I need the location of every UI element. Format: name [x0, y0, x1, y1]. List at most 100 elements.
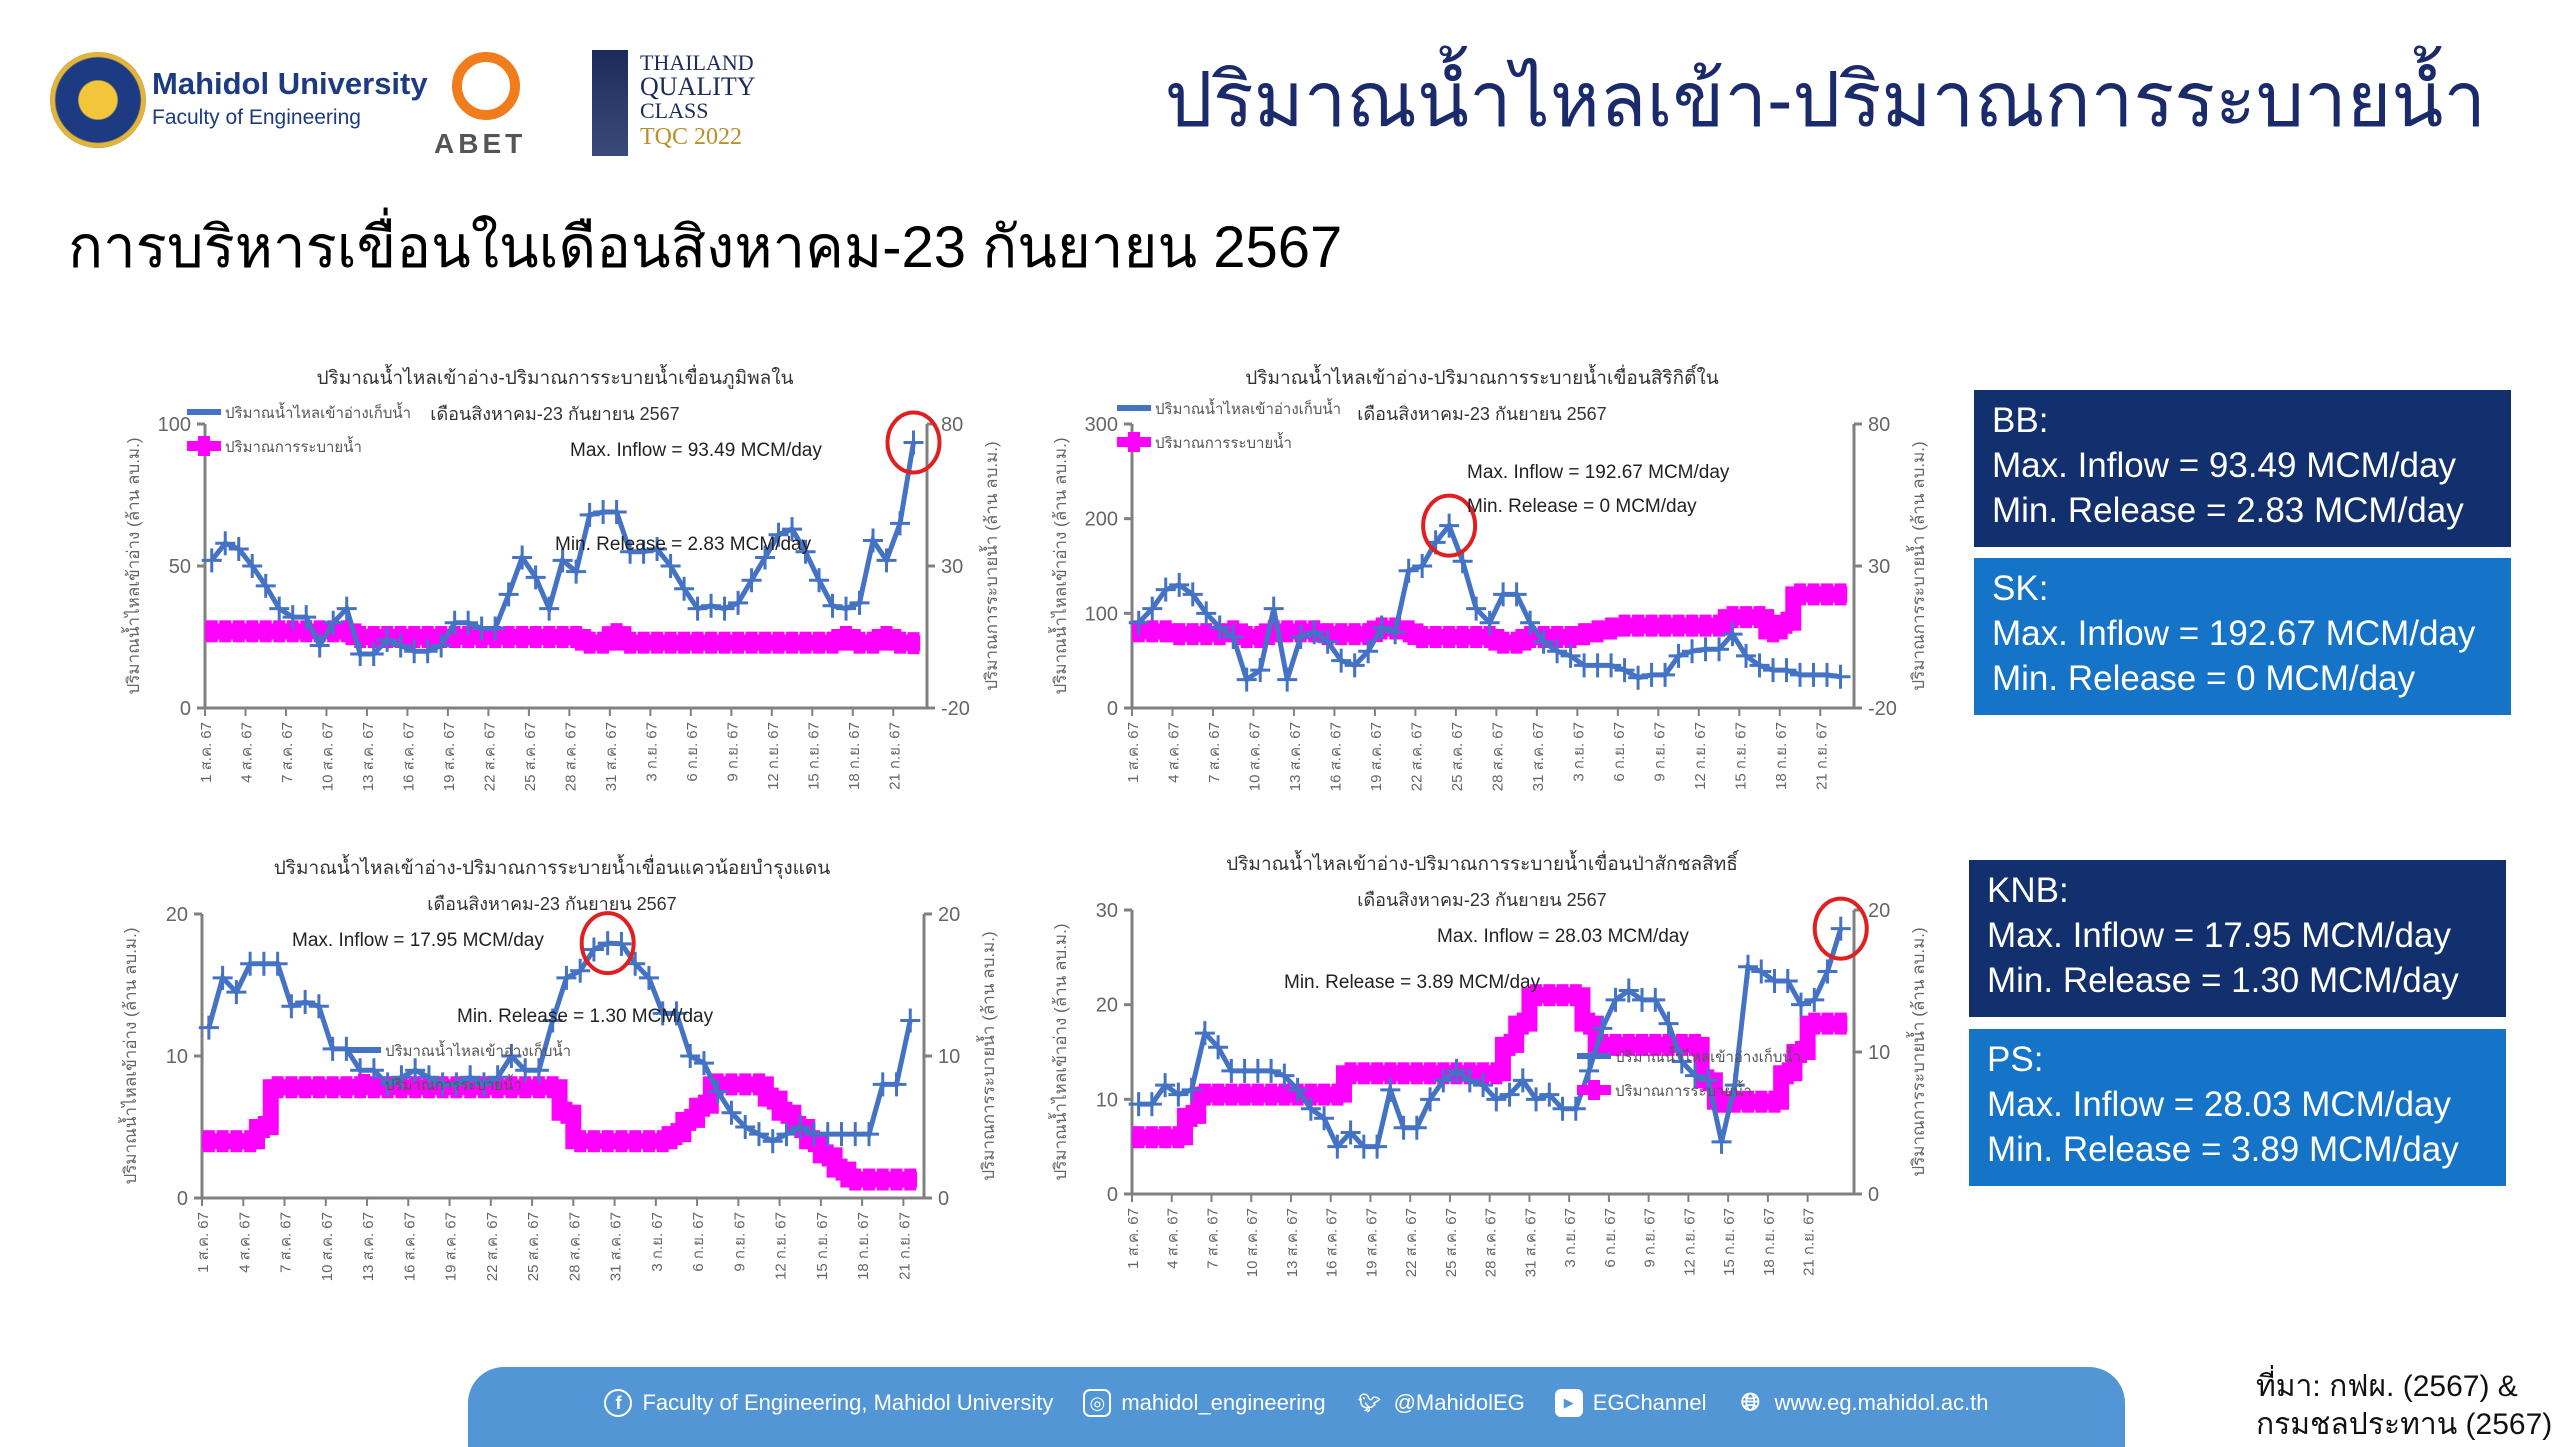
release-point: [1159, 1126, 1172, 1149]
release-point: [1569, 984, 1582, 1007]
release-point: [772, 631, 785, 654]
release-point: [1726, 606, 1739, 629]
inflow-point: [1668, 643, 1689, 668]
inflow-point: [1526, 1087, 1547, 1112]
release-point: [1659, 614, 1672, 637]
inflow-point: [1398, 558, 1419, 583]
inflow-point: [528, 1058, 549, 1083]
inflow-point: [660, 554, 681, 578]
release-point: [1768, 1090, 1781, 1113]
inflow-point: [728, 590, 749, 615]
release-point: [285, 1076, 298, 1099]
release-point: [678, 631, 691, 654]
chart-title: ปริมาณน้ำไหลเข้าอ่าง-ปริมาณการระบายน้ำเข…: [274, 854, 831, 880]
inflow-point: [1539, 1082, 1560, 1107]
inflow-point: [323, 610, 344, 635]
legend-release-marker: [1588, 1080, 1600, 1100]
chart-title: ปริมาณน้ำไหลเข้าอ่าง-ปริมาณการระบายน้ำเข…: [1226, 849, 1740, 875]
legend-release-label: ปริมาณการระบายน้ำ: [225, 436, 362, 456]
release-point: [1699, 614, 1712, 637]
release-point: [1357, 1062, 1370, 1085]
inflow-point: [1499, 1082, 1520, 1107]
website-label: www.eg.mahidol.ac.th: [1774, 1390, 1989, 1415]
facebook-icon: f: [604, 1389, 633, 1417]
release-point: [1543, 984, 1556, 1007]
x-tick-label: 18 ก.ย. 67: [846, 722, 863, 790]
chart-subtitle: เดือนสิงหาคม-23 กันยายน 2567: [427, 894, 676, 914]
inflow-point: [886, 1072, 907, 1097]
release-point: [642, 1130, 655, 1153]
release-point: [1304, 1083, 1317, 1106]
legend-inflow-label: ปริมาณน้ำไหลเข้าอ่างเก็บน้ำ: [1615, 1046, 1801, 1066]
release-point: [1689, 1033, 1702, 1056]
release-point: [1132, 1126, 1145, 1149]
release-point: [904, 1168, 917, 1191]
release-point: [1331, 1083, 1344, 1106]
min-release-annotation: Min. Release = 2.83 MCM/day: [555, 534, 812, 555]
release-point: [1172, 1126, 1185, 1149]
inflow-point: [1830, 664, 1851, 689]
page-title: ปริมาณน้ำไหลเข้า-ปริมาณการระบายน้ำ: [1164, 58, 2486, 143]
inflow-point: [1473, 1073, 1494, 1098]
release-point: [849, 1168, 862, 1191]
inflow-point: [768, 522, 789, 547]
x-tick-label: 25 ส.ค. 67: [1443, 1208, 1460, 1277]
release-point: [1780, 611, 1793, 634]
twitter-link[interactable]: 🐦︎ @MahidolEG: [1356, 1389, 1525, 1417]
inflow-point: [1671, 1049, 1692, 1074]
instagram-link[interactable]: ◎ mahidol_engineering: [1083, 1389, 1326, 1417]
release-point: [880, 626, 893, 648]
source-note: ที่มา: กฟผ. (2567) & กรมชลประทาน (2567): [2256, 1368, 2552, 1444]
inflow-point: [458, 610, 479, 635]
y-tick-label: 0: [180, 698, 191, 720]
release-point: [1318, 1083, 1331, 1106]
inflow-point: [1645, 987, 1666, 1012]
instagram-icon: ◎: [1083, 1389, 1112, 1417]
release-point: [597, 631, 610, 654]
x-tick-label: 6 ก.ย. 67: [690, 1212, 707, 1272]
release-point: [529, 626, 542, 648]
y-right-tick-label: 30: [941, 556, 963, 578]
release-point: [1429, 626, 1442, 648]
x-tick-label: 10 ส.ค. 67: [319, 722, 336, 791]
website-link[interactable]: 🌐︎ www.eg.mahidol.ac.th: [1737, 1389, 1989, 1417]
inflow-point: [1628, 665, 1649, 690]
release-point: [1618, 614, 1631, 637]
inflow-point: [1618, 978, 1639, 1003]
release-point: [1578, 623, 1591, 646]
youtube-link[interactable]: ▶ EGChannel: [1554, 1389, 1707, 1417]
max-inflow-annotation: Max. Inflow = 93.49 MCM/day: [570, 440, 822, 461]
source-line: ที่มา: กฟผ. (2567) &: [2256, 1370, 2518, 1403]
max-inflow-annotation: Max. Inflow = 28.03 MCM/day: [1437, 926, 1689, 947]
inflow-point: [226, 980, 247, 1005]
summary-inflow: Max. Inflow = 192.67 MCM/day: [1992, 614, 2476, 653]
inflow-point: [281, 994, 302, 1019]
inflow-point: [446, 1072, 467, 1097]
release-point: [1470, 626, 1483, 648]
inflow-point: [1579, 1058, 1600, 1083]
y-tick-label: 200: [1085, 509, 1118, 531]
release-point: [570, 626, 583, 648]
release-point: [705, 631, 718, 654]
release-point: [367, 626, 380, 648]
inflow-point: [556, 965, 577, 990]
inflow-point: [1776, 658, 1797, 683]
release-point: [610, 623, 623, 646]
inflow-point: [1592, 1016, 1613, 1041]
x-tick-label: 9 ก.ย. 67: [724, 722, 741, 782]
x-tick-label: 31 ส.ค. 67: [1522, 1208, 1539, 1277]
x-tick-label: 25 ส.ค. 67: [525, 1212, 542, 1281]
release-point: [1672, 614, 1685, 637]
release-point: [615, 1130, 628, 1153]
tqc-line3: CLASS: [640, 98, 709, 123]
release-point: [1524, 626, 1537, 648]
release-point: [876, 1168, 889, 1191]
release-point: [1371, 1062, 1384, 1085]
x-tick-label: 9 ก.ย. 67: [731, 1212, 748, 1272]
facebook-link[interactable]: f Faculty of Engineering, Mahidol Univers…: [604, 1389, 1053, 1417]
inflow-point: [212, 965, 233, 990]
x-tick-label: 13 ส.ค. 67: [360, 722, 377, 791]
inflow-point: [1261, 1058, 1282, 1083]
y-right-tick-label: 80: [941, 414, 963, 436]
chart-pasak: ปริมาณน้ำไหลเข้าอ่าง-ปริมาณการระบายน้ำเข…: [1042, 846, 1928, 1306]
